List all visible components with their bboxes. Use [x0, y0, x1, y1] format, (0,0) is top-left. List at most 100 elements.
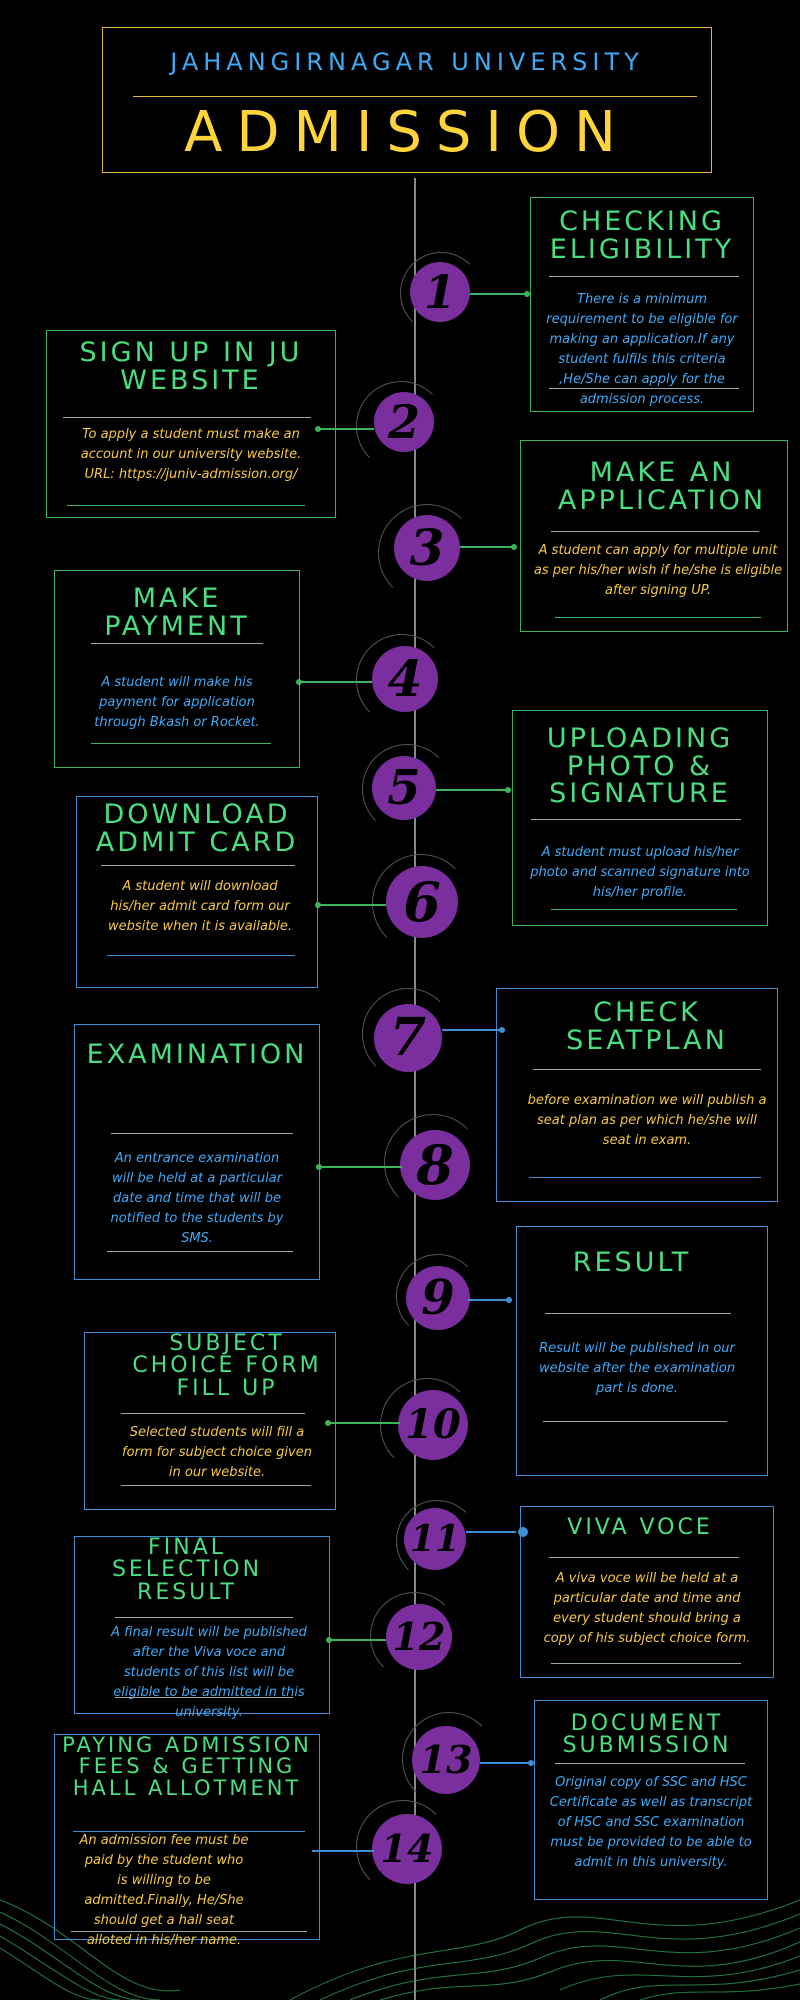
card-divider	[101, 865, 295, 866]
step-ring-9	[396, 1254, 480, 1338]
card-divider	[551, 531, 759, 532]
timeline-spine	[414, 178, 416, 2000]
step-description-1: There is a minimum requirement to be eli…	[546, 292, 738, 407]
card-divider	[555, 617, 761, 618]
connector-6	[318, 904, 386, 906]
step-number-13: 13	[412, 1726, 480, 1794]
step-description-13: Original copy of SSC and HSC Certificate…	[549, 1775, 753, 1870]
step-ring-11	[396, 1500, 478, 1582]
connector-dot-6	[315, 902, 321, 908]
step-description-12: A final result will be published after t…	[111, 1625, 307, 1720]
step-card-2: SIGN UP IN JU WEBSITE To apply a student…	[46, 330, 336, 518]
step-description-2: To apply a student must make an account …	[80, 427, 302, 482]
step-title-7: CHECK SEATPLAN	[566, 997, 728, 1056]
step-card-14: PAYING ADMISSION FEES & GETTING HALL ALL…	[54, 1733, 320, 1948]
connector-5	[436, 789, 508, 791]
step-ring-14	[356, 1800, 450, 1894]
connector-dot-10	[325, 1420, 331, 1426]
card-divider	[63, 417, 311, 418]
card-divider	[107, 955, 295, 956]
step-card-6: DOWNLOAD ADMIT CARD A student will downl…	[76, 796, 318, 988]
step-title-10: SUBJECT CHOICE FORM FILL UP	[132, 1331, 322, 1401]
step-description-7: before examination we will publish a sea…	[527, 1093, 767, 1148]
connector-7	[442, 1029, 502, 1031]
wave-line	[319, 1913, 800, 2000]
connector-3	[460, 546, 514, 548]
step-card-8: EXAMINATION An entrance examination will…	[74, 1024, 320, 1280]
connector-4	[300, 681, 372, 683]
step-card-5: UPLOADING PHOTO & SIGNATURE A student mu…	[512, 710, 768, 926]
step-title-6: DOWNLOAD ADMIT CARD	[95, 799, 299, 858]
step-ring-4	[356, 634, 448, 726]
step-title-13: DOCUMENT SUBMISSION	[562, 1711, 732, 1759]
wave-line	[599, 1969, 800, 2000]
step-card-3: MAKE AN APPLICATION A student can apply …	[520, 440, 788, 632]
step-number-11: 11	[404, 1508, 466, 1570]
wave-line	[289, 1899, 800, 2000]
card-divider	[551, 1663, 741, 1664]
connector-9	[468, 1299, 508, 1301]
card-divider	[73, 1831, 305, 1832]
card-divider	[115, 1697, 293, 1698]
card-divider	[555, 1763, 745, 1764]
card-divider	[551, 909, 737, 910]
step-number-7: 7	[374, 1004, 442, 1072]
step-ring-1	[400, 252, 482, 334]
step-number-14: 14	[372, 1814, 442, 1884]
step-description-8: An entrance examination will be held at …	[110, 1151, 284, 1246]
step-card-7: CHECK SEATPLAN before examination we wil…	[496, 988, 778, 1202]
connector-dot-3	[511, 544, 517, 550]
step-title-9: RESULT	[572, 1247, 692, 1278]
step-title-14: PAYING ADMISSION FEES & GETTING HALL ALL…	[62, 1733, 312, 1800]
connector-2	[318, 428, 374, 430]
step-number-8: 8	[400, 1130, 470, 1200]
step-number-4: 4	[372, 646, 438, 712]
card-divider	[67, 505, 305, 506]
card-divider	[549, 276, 739, 277]
connector-dot-13	[528, 1760, 534, 1766]
step-ring-10	[380, 1378, 474, 1472]
wave-line	[639, 1983, 800, 2000]
step-number-1: 1	[410, 262, 470, 322]
card-divider	[545, 1313, 731, 1314]
card-divider	[549, 388, 739, 389]
step-ring-2	[356, 381, 446, 471]
connector-14	[312, 1850, 374, 1852]
step-ring-12	[370, 1592, 458, 1680]
card-divider	[531, 819, 741, 820]
step-number-5: 5	[372, 756, 436, 820]
card-divider	[111, 1133, 293, 1134]
connector-8	[320, 1166, 402, 1168]
wave-line	[0, 1947, 101, 2000]
card-divider	[529, 1177, 761, 1178]
step-card-10: SUBJECT CHOICE FORM FILL UP Selected stu…	[84, 1332, 336, 1510]
connector-13	[480, 1762, 530, 1764]
connector-dot-12	[326, 1637, 332, 1643]
header-divider	[133, 96, 697, 97]
connector-dot-1	[524, 291, 530, 297]
step-title-11: VIVA VOCE	[567, 1515, 713, 1540]
step-description-5: A student must upload his/her photo and …	[530, 845, 750, 900]
step-title-5: UPLOADING PHOTO & SIGNATURE	[546, 723, 734, 810]
step-description-3: A student can apply for multiple unit as…	[533, 543, 783, 598]
step-number-10: 10	[398, 1390, 468, 1460]
header-box: JAHANGIRNAGAR UNIVERSITY ADMISSION	[102, 27, 712, 173]
card-divider	[71, 1931, 307, 1932]
step-ring-3	[378, 504, 476, 602]
step-card-13: DOCUMENT SUBMISSION Original copy of SSC…	[534, 1700, 768, 1900]
step-title-3: MAKE AN APPLICATION	[557, 457, 767, 516]
card-divider	[107, 1251, 293, 1252]
step-ring-8	[384, 1114, 482, 1212]
step-card-9: RESULT Result will be published in our w…	[516, 1226, 768, 1476]
step-number-12: 12	[386, 1604, 452, 1670]
connector-12	[330, 1639, 386, 1641]
card-divider	[121, 1413, 305, 1414]
step-ring-5	[362, 744, 452, 834]
step-description-10: Selected students will fill a form for s…	[122, 1425, 312, 1480]
step-description-9: Result will be published in our website …	[538, 1341, 736, 1396]
step-ring-6	[372, 854, 470, 952]
step-ring-7	[362, 988, 454, 1080]
connector-11	[466, 1531, 516, 1533]
wave-line	[349, 1927, 800, 2000]
card-divider	[533, 1069, 761, 1070]
